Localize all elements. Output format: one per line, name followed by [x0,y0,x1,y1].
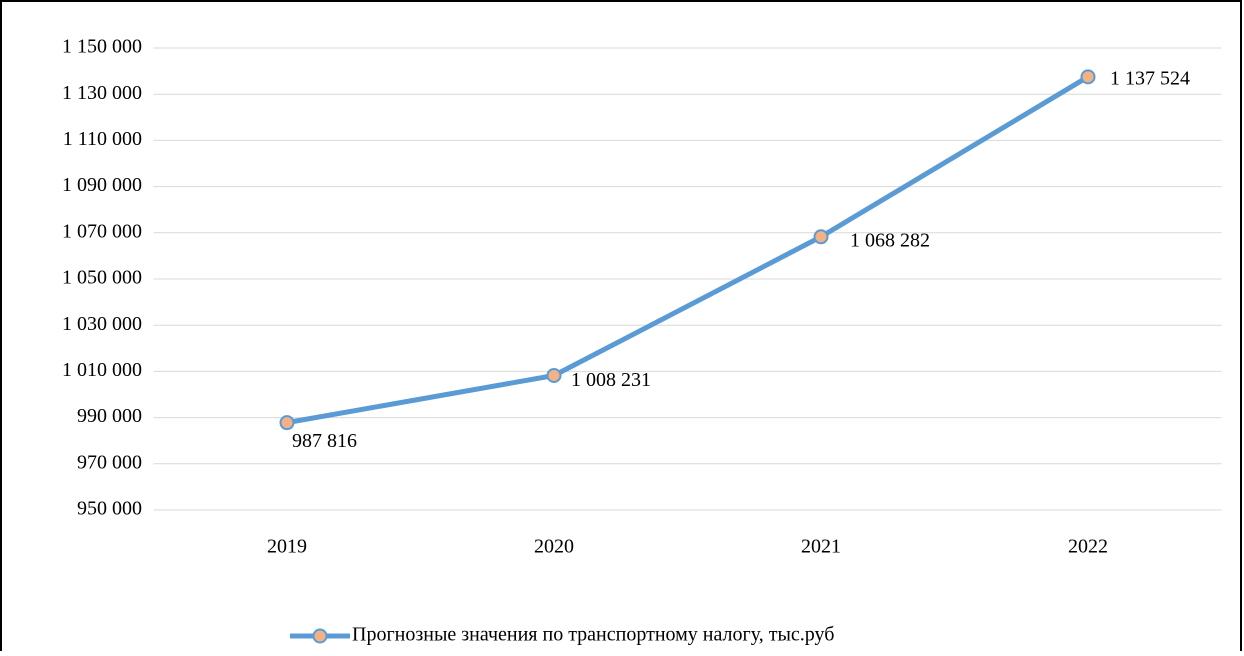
legend-label: Прогнозные значения по транспортному нал… [352,624,834,646]
x-tick-label: 2022 [1068,536,1108,558]
y-tick-label: 970 000 [77,451,142,473]
y-tick-label: 1 070 000 [62,220,142,242]
legend-marker [312,628,328,644]
data-label: 1 068 282 [850,229,930,251]
y-tick-label: 1 010 000 [62,359,142,381]
marker [546,367,562,383]
x-tick-label: 2019 [267,536,307,558]
y-tick-label: 1 150 000 [62,36,142,58]
data-label: 1 137 524 [1110,67,1190,89]
line [286,74,1090,426]
x-tick-label: 2021 [801,536,841,558]
y-tick-label: 1 090 000 [62,174,142,196]
x-tick-label: 2020 [534,536,574,558]
marker [813,229,829,245]
marker [1080,69,1096,85]
y-tick-label: 1 050 000 [62,267,142,289]
y-tick-label: 1 130 000 [62,82,142,104]
y-tick-label: 990 000 [77,405,142,427]
marker [279,415,295,431]
y-tick-label: 950 000 [77,498,142,520]
y-tick-label: 1 110 000 [63,128,142,150]
y-tick-label: 1 030 000 [62,313,142,335]
data-label: 1 008 231 [571,369,651,391]
data-label: 987 816 [292,430,357,452]
